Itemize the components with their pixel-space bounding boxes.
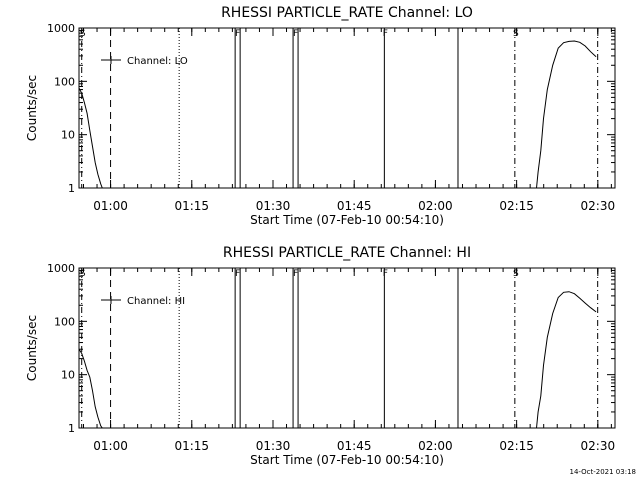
x-tick-label: 01:30 — [256, 199, 291, 213]
chart-panel-lo: RHESSI PARTICLE_RATE Channel: LO 1 10 100 10… — [25, 5, 616, 227]
y-tick-label: 100 — [54, 75, 75, 88]
x-tick-label: 02:30 — [581, 439, 616, 453]
chart-title: RHESSI PARTICLE_RATE Channel: LO — [221, 5, 473, 21]
y-tick-label: 10 — [61, 129, 75, 142]
event-label: F — [293, 29, 298, 39]
event-label: F — [383, 29, 388, 39]
y-tick-label: 1 — [68, 422, 75, 435]
legend-label: Channel: HI — [127, 296, 185, 307]
event-label: F — [383, 269, 388, 279]
x-tick-label: 02:00 — [418, 439, 453, 453]
y-tick-label: 100 — [54, 315, 75, 328]
series-line — [79, 87, 103, 188]
x-tick-label: 02:30 — [581, 199, 616, 213]
event-label: F — [235, 29, 240, 39]
y-axis-label: Counts/sec — [25, 75, 39, 141]
x-axis-label: Start Time (07-Feb-10 00:54:10) — [250, 213, 444, 227]
x-tick-label: 01:45 — [337, 439, 372, 453]
x-tick-label: 01:45 — [337, 199, 372, 213]
y-tick-label: 1000 — [47, 22, 75, 35]
x-tick-label: 02:00 — [418, 199, 453, 213]
series-line — [79, 348, 103, 428]
event-label: S — [80, 29, 86, 39]
plot-frame — [78, 27, 616, 189]
plot-frame — [78, 267, 616, 429]
chart-title: RHESSI PARTICLE_RATE Channel: HI — [223, 245, 471, 261]
y-axis-label: Counts/sec — [25, 315, 39, 381]
legend-label: Channel: LO — [127, 56, 188, 67]
y-tick-label: 10 — [61, 369, 75, 382]
y-tick-label: 1000 — [47, 262, 75, 275]
event-label: F — [235, 269, 240, 279]
x-tick-label: 01:00 — [93, 199, 128, 213]
x-tick-label: 02:15 — [499, 439, 534, 453]
x-tick-label: 01:15 — [174, 439, 209, 453]
chart-panel-hi: RHESSI PARTICLE_RATE Channel: HI 1 10 100 10… — [25, 245, 616, 467]
series-line — [536, 40, 597, 188]
x-tick-label: 02:15 — [499, 199, 534, 213]
x-tick-label: 01:30 — [256, 439, 291, 453]
x-tick-label: 01:00 — [93, 439, 128, 453]
series-line — [536, 291, 597, 428]
event-label: S — [513, 29, 519, 39]
event-label: S — [513, 269, 519, 279]
footer-timestamp: 14-Oct-2021 03:18 — [570, 468, 636, 476]
x-axis-label: Start Time (07-Feb-10 00:54:10) — [250, 453, 444, 467]
y-tick-label: 1 — [68, 182, 75, 195]
x-tick-label: 01:15 — [174, 199, 209, 213]
event-label: F — [293, 269, 298, 279]
event-label: S — [80, 269, 86, 279]
